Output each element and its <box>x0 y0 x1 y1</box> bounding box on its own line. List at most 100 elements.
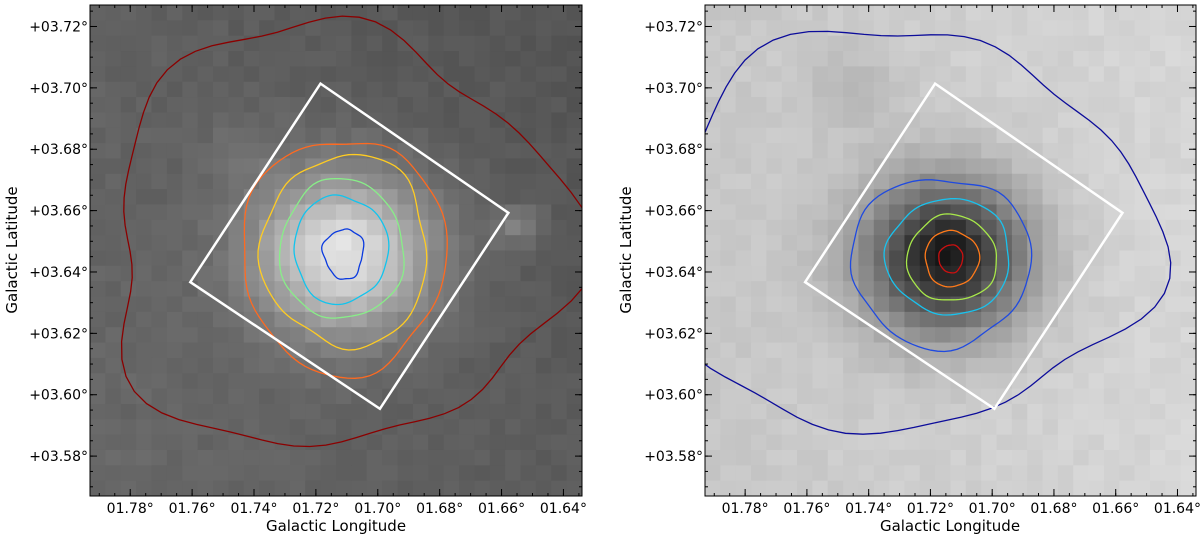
image-pixel <box>305 480 322 496</box>
image-pixel <box>1103 81 1120 98</box>
image-pixel <box>213 388 229 405</box>
image-pixel <box>1149 342 1166 359</box>
image-pixel <box>766 281 783 298</box>
image-pixel <box>858 5 875 21</box>
image-pixel <box>843 465 860 482</box>
image-pixel <box>735 143 752 160</box>
image-pixel <box>535 373 552 390</box>
image-pixel <box>366 419 383 436</box>
image-pixel <box>735 235 752 252</box>
image-pixel <box>1134 158 1151 175</box>
image-pixel <box>1011 250 1028 267</box>
image-pixel <box>213 127 229 144</box>
image-pixel <box>827 112 844 129</box>
image-pixel <box>489 112 506 129</box>
image-pixel <box>751 189 767 206</box>
image-pixel <box>965 419 982 436</box>
image-pixel <box>397 250 414 267</box>
image-pixel <box>474 112 491 129</box>
image-pixel <box>889 480 906 496</box>
image-pixel <box>382 158 399 175</box>
image-pixel <box>136 173 153 190</box>
image-pixel <box>720 20 737 37</box>
image-pixel <box>351 204 368 221</box>
image-pixel <box>919 173 936 190</box>
image-pixel <box>1042 219 1059 236</box>
image-pixel <box>1042 143 1059 160</box>
image-pixel <box>858 127 875 144</box>
image-pixel <box>904 158 921 175</box>
image-pixel <box>535 311 552 328</box>
image-pixel <box>551 20 568 37</box>
image-pixel <box>797 189 813 206</box>
image-pixel <box>289 5 306 21</box>
image-pixel <box>843 112 860 129</box>
image-pixel <box>781 480 798 496</box>
image-pixel <box>797 342 813 359</box>
image-pixel <box>935 281 952 298</box>
image-pixel <box>1073 127 1090 144</box>
left-contours <box>120 15 582 448</box>
image-pixel <box>1134 20 1151 37</box>
y-tick-label: +03.58° <box>644 449 703 465</box>
image-pixel <box>566 5 582 21</box>
image-pixel <box>351 357 368 374</box>
image-pixel <box>535 465 552 482</box>
image-pixel <box>243 112 260 129</box>
image-pixel <box>996 419 1013 436</box>
image-pixel <box>182 81 199 98</box>
image-pixel <box>105 5 122 21</box>
image-pixel <box>228 373 245 390</box>
image-pixel <box>1103 281 1120 298</box>
image-pixel <box>120 265 137 282</box>
image-pixel <box>873 342 890 359</box>
image-pixel <box>1073 97 1090 113</box>
image-pixel <box>858 403 875 420</box>
image-pixel <box>535 173 552 190</box>
image-pixel <box>274 66 291 83</box>
image-pixel <box>843 373 860 390</box>
image-pixel <box>259 480 276 496</box>
image-pixel <box>1088 97 1105 113</box>
image-pixel <box>950 480 967 496</box>
image-pixel <box>505 327 522 344</box>
image-pixel <box>243 480 260 496</box>
image-pixel <box>735 311 752 328</box>
image-pixel <box>336 204 352 221</box>
image-pixel <box>566 158 582 175</box>
image-pixel <box>366 388 383 405</box>
image-pixel <box>827 357 844 374</box>
image-pixel <box>366 81 383 98</box>
y-tick-label: +03.66° <box>644 204 703 220</box>
image-pixel <box>274 419 291 436</box>
image-pixel <box>566 342 582 359</box>
image-pixel <box>366 20 383 37</box>
image-pixel <box>1149 434 1166 451</box>
image-pixel <box>996 112 1013 129</box>
image-pixel <box>981 388 998 405</box>
image-pixel <box>935 35 952 52</box>
image-pixel <box>1042 35 1059 52</box>
image-pixel <box>213 5 229 21</box>
image-pixel <box>443 419 460 436</box>
image-pixel <box>305 235 322 252</box>
image-pixel <box>474 219 491 236</box>
image-pixel <box>459 204 475 221</box>
image-pixel <box>812 480 829 496</box>
image-pixel <box>382 81 399 98</box>
image-pixel <box>166 465 183 482</box>
image-pixel <box>781 112 798 129</box>
image-pixel <box>1057 143 1074 160</box>
image-pixel <box>228 434 245 451</box>
image-pixel <box>320 112 337 129</box>
image-pixel <box>1011 311 1028 328</box>
image-pixel <box>720 5 737 21</box>
image-pixel <box>443 5 460 21</box>
image-pixel <box>766 342 783 359</box>
image-pixel <box>950 204 967 221</box>
image-pixel <box>1088 342 1105 359</box>
image-pixel <box>1180 219 1196 236</box>
image-pixel <box>797 327 813 344</box>
image-pixel <box>459 81 475 98</box>
image-pixel <box>935 20 952 37</box>
